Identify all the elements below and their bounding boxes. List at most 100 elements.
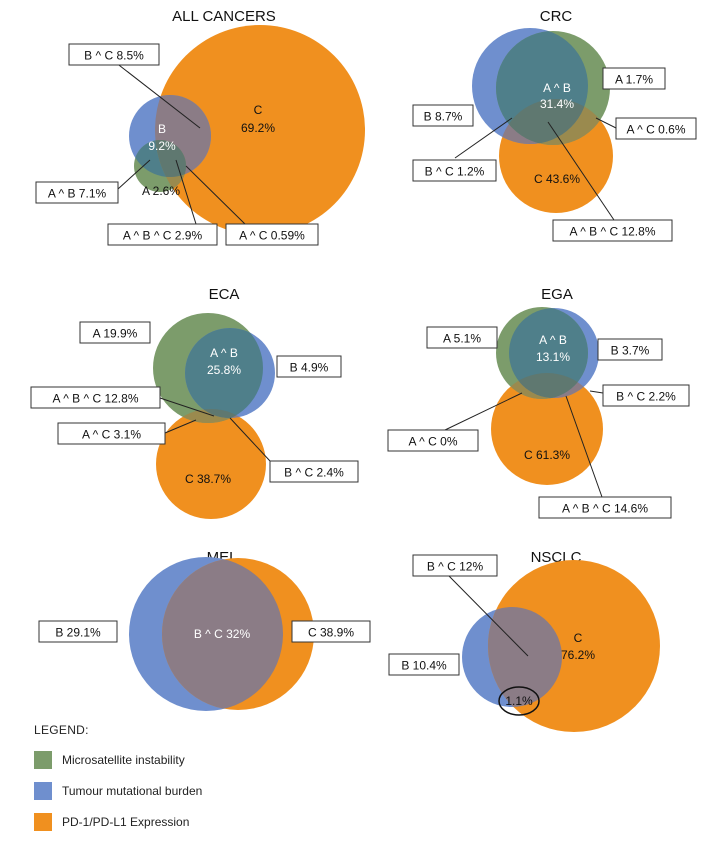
region-label: C [254, 103, 263, 117]
callout-box [412, 159, 497, 182]
callout-label: A ^ B ^ C 12.8% [570, 225, 656, 239]
leader-line [114, 61, 201, 129]
panel-ega: EGA A ^ B 13.1% C 61.3% A 5.1% B 3.7% B ^ C 2.… [387, 286, 690, 519]
circle-c [491, 373, 603, 485]
leader-line [454, 117, 513, 159]
legend-item-tmb: Tumour mutational burden [34, 781, 334, 801]
legend: LEGEND: Microsatellite instability Tumou… [34, 723, 334, 843]
callout-label: A 5.1% [443, 332, 481, 346]
region-label: A ^ B [210, 346, 238, 360]
callout-box [426, 326, 498, 349]
highlight-ring [498, 686, 540, 716]
legend-swatch-pdl1 [34, 813, 52, 831]
region-bc [488, 607, 562, 707]
callout-label: A ^ C 0.6% [627, 123, 686, 137]
callout-label: B 4.9% [290, 361, 329, 375]
callout-box [35, 181, 119, 204]
callout-box [602, 384, 690, 407]
callout-label: C 38.9% [308, 626, 354, 640]
callout-label: B 8.7% [424, 110, 463, 124]
leader-line [444, 392, 523, 431]
region-label: C 61.3% [524, 448, 570, 462]
circle-c [155, 25, 365, 235]
leader-line [164, 419, 197, 434]
legend-swatch-tmb [34, 782, 52, 800]
callout-box [615, 117, 697, 140]
legend-label-msi: Microsatellite instability [62, 753, 185, 767]
leader-line [229, 417, 271, 462]
region-label: 69.2% [241, 121, 275, 135]
region-label: 13.1% [536, 350, 570, 364]
callout-box [538, 496, 672, 519]
callout-label: B ^ C 12% [427, 560, 484, 574]
panel-crc: CRC A ^ B 31.4% C 43.6% A 1.7% B 8.7% A ^ C 0.… [412, 8, 697, 242]
callout-box [269, 460, 359, 483]
callout-box [552, 219, 673, 242]
callout-box [79, 321, 151, 344]
panel-all-cancers: ALL CANCERS B 9.2% A 2.6% C 69.2% B ^ C 8.5% A … [35, 8, 365, 246]
callout-label: B 3.7% [611, 344, 650, 358]
callout-label: A 1.7% [615, 73, 653, 87]
region-bc [155, 95, 211, 177]
legend-label-pdl1: PD-1/PD-L1 Expression [62, 815, 190, 829]
leader-line [595, 117, 617, 129]
callout-box [276, 355, 342, 378]
callout-label: A ^ B ^ C 12.8% [53, 392, 139, 406]
leader-line [447, 574, 529, 657]
callout-box [107, 223, 218, 246]
callout-box [597, 338, 663, 361]
leader-line [159, 397, 215, 417]
callout-box [68, 43, 160, 66]
callout-box [30, 386, 161, 409]
panel-eca: ECA A ^ B 25.8% C 38.7% A 19.9% B 4.9% A ^ B ^… [30, 286, 359, 519]
legend-swatch-msi [34, 751, 52, 769]
legend-item-msi: Microsatellite instability [34, 750, 334, 770]
region-label: 1.1% [505, 694, 533, 708]
region-label: 76.2% [561, 648, 595, 662]
leader-line [565, 395, 603, 498]
callout-box [387, 429, 479, 452]
callout-label: A ^ C 0.59% [239, 229, 305, 243]
panel-title: ALL CANCERS [172, 8, 276, 25]
callout-label: A ^ B ^ C 14.6% [562, 502, 648, 516]
callout-label: B ^ C 8.5% [84, 49, 144, 63]
callout-box [291, 620, 371, 643]
callout-label: A ^ C 0% [409, 435, 458, 449]
region-label: B ^ C 32% [194, 627, 251, 641]
leader-line [547, 121, 615, 221]
legend-title: LEGEND: [34, 723, 89, 737]
region-label: C 43.6% [534, 172, 580, 186]
callout-box [602, 67, 666, 90]
circle-c [156, 409, 266, 519]
callout-box [38, 620, 118, 643]
leader-line [185, 165, 247, 226]
callout-label: A ^ C 3.1% [82, 428, 141, 442]
leader-line [175, 159, 197, 225]
region-label: A ^ B [539, 333, 567, 347]
callout-label: A 19.9% [93, 327, 138, 341]
callout-label: B ^ C 1.2% [425, 165, 485, 179]
callout-label: B 10.4% [401, 659, 447, 673]
panel-title: CRC [540, 8, 573, 25]
region-label: 31.4% [540, 97, 574, 111]
leader-line [589, 390, 604, 394]
callout-label: B ^ C 2.2% [616, 390, 676, 404]
callout-label: B 29.1% [55, 626, 101, 640]
legend-item-pdl1: PD-1/PD-L1 Expression [34, 812, 334, 832]
region-label: C [574, 631, 583, 645]
legend-label-tmb: Tumour mutational burden [62, 784, 203, 798]
callout-box [412, 104, 474, 127]
region-label: 9.2% [148, 139, 176, 153]
region-label: C 38.7% [185, 472, 231, 486]
region-label: A 2.6% [142, 184, 180, 198]
callout-box [57, 422, 166, 445]
panel-title: ECA [209, 286, 240, 303]
callout-box [225, 223, 319, 246]
region-label: B [158, 122, 166, 136]
callout-label: A ^ B ^ C 2.9% [123, 229, 203, 243]
callout-label: B ^ C 2.4% [284, 466, 344, 480]
panel-title: EGA [541, 286, 573, 303]
